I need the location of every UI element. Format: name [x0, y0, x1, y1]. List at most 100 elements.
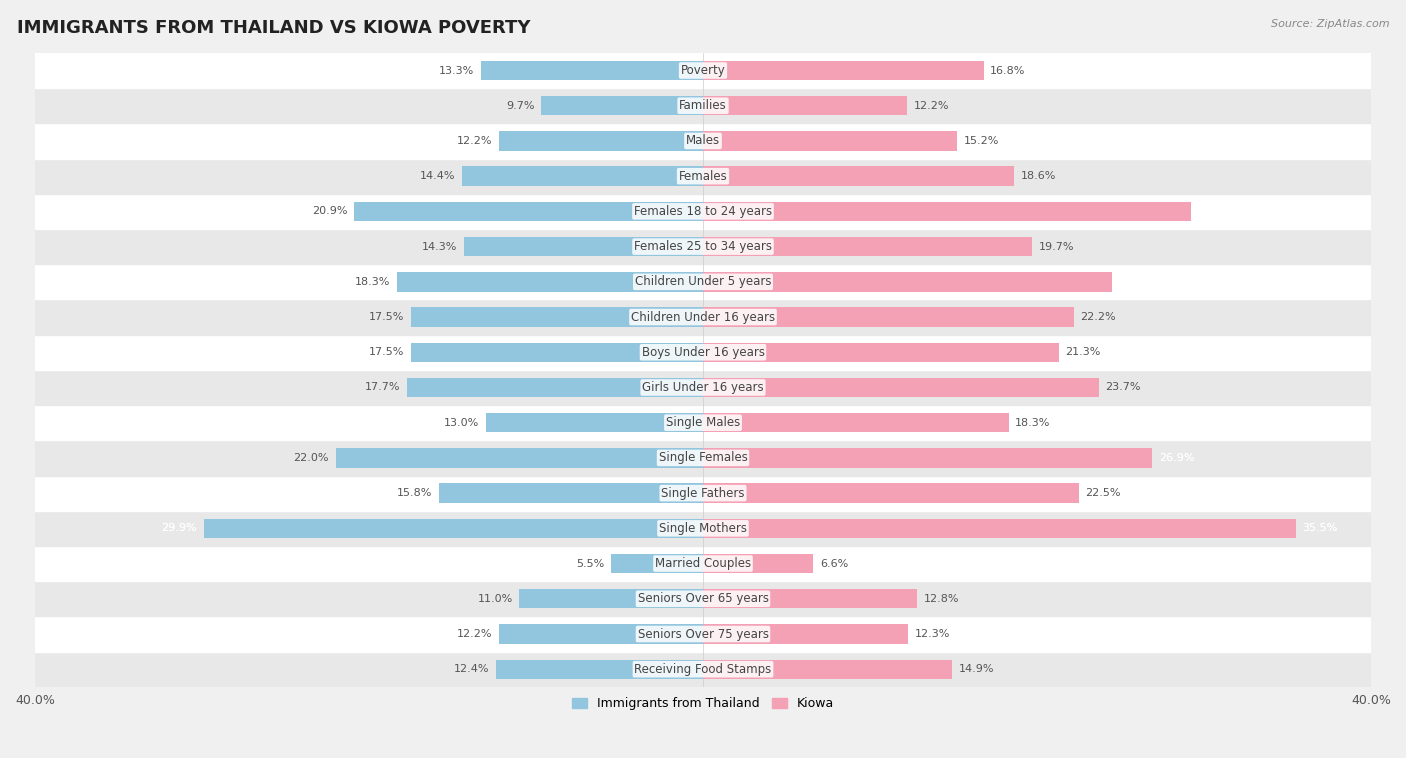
- Text: 35.5%: 35.5%: [1302, 523, 1339, 534]
- Text: Single Mothers: Single Mothers: [659, 522, 747, 535]
- Bar: [439, 484, 703, 503]
- Bar: [35, 299, 1371, 334]
- Bar: [35, 405, 1371, 440]
- Text: 18.3%: 18.3%: [356, 277, 391, 287]
- Text: 17.5%: 17.5%: [368, 312, 404, 322]
- Text: Single Fathers: Single Fathers: [661, 487, 745, 500]
- Bar: [703, 343, 1059, 362]
- Bar: [499, 131, 703, 151]
- Text: 12.8%: 12.8%: [924, 594, 959, 604]
- Bar: [703, 413, 1008, 432]
- Bar: [703, 272, 1112, 292]
- Text: Children Under 16 years: Children Under 16 years: [631, 311, 775, 324]
- Text: Receiving Food Stamps: Receiving Food Stamps: [634, 662, 772, 675]
- Bar: [703, 554, 813, 573]
- Text: 6.6%: 6.6%: [820, 559, 848, 568]
- Bar: [35, 370, 1371, 405]
- Bar: [35, 440, 1371, 475]
- Text: 24.5%: 24.5%: [1119, 277, 1154, 287]
- Text: 13.3%: 13.3%: [439, 65, 474, 76]
- Bar: [204, 518, 703, 538]
- Bar: [35, 616, 1371, 652]
- Text: 17.7%: 17.7%: [366, 383, 401, 393]
- Bar: [703, 202, 1191, 221]
- Bar: [411, 307, 703, 327]
- Bar: [35, 652, 1371, 687]
- Bar: [612, 554, 703, 573]
- Bar: [703, 61, 984, 80]
- Text: 23.7%: 23.7%: [1105, 383, 1142, 393]
- Text: Females: Females: [679, 170, 727, 183]
- Text: Females 18 to 24 years: Females 18 to 24 years: [634, 205, 772, 218]
- Text: 20.9%: 20.9%: [312, 206, 347, 216]
- Bar: [703, 659, 952, 679]
- Text: 22.2%: 22.2%: [1080, 312, 1116, 322]
- Bar: [408, 377, 703, 397]
- Bar: [703, 237, 1032, 256]
- Text: 29.2%: 29.2%: [1198, 206, 1233, 216]
- Bar: [541, 96, 703, 115]
- Text: 14.9%: 14.9%: [959, 664, 994, 674]
- Text: 29.9%: 29.9%: [162, 523, 197, 534]
- Bar: [486, 413, 703, 432]
- Bar: [481, 61, 703, 80]
- Text: 5.5%: 5.5%: [576, 559, 605, 568]
- Text: Seniors Over 75 years: Seniors Over 75 years: [637, 628, 769, 641]
- Bar: [519, 589, 703, 609]
- Text: Poverty: Poverty: [681, 64, 725, 77]
- Text: 29.2%: 29.2%: [1198, 206, 1233, 216]
- Bar: [35, 546, 1371, 581]
- Bar: [464, 237, 703, 256]
- Bar: [354, 202, 703, 221]
- Text: Single Females: Single Females: [658, 452, 748, 465]
- Bar: [496, 659, 703, 679]
- Text: Girls Under 16 years: Girls Under 16 years: [643, 381, 763, 394]
- Text: Families: Families: [679, 99, 727, 112]
- Text: 12.4%: 12.4%: [454, 664, 489, 674]
- Bar: [499, 625, 703, 644]
- Text: 15.8%: 15.8%: [396, 488, 433, 498]
- Bar: [35, 334, 1371, 370]
- Text: 16.8%: 16.8%: [990, 65, 1025, 76]
- Text: 15.2%: 15.2%: [963, 136, 998, 146]
- Text: 13.0%: 13.0%: [444, 418, 479, 428]
- Legend: Immigrants from Thailand, Kiowa: Immigrants from Thailand, Kiowa: [567, 693, 839, 716]
- Text: 21.3%: 21.3%: [1066, 347, 1101, 357]
- Text: Single Males: Single Males: [666, 416, 740, 429]
- Text: Females 25 to 34 years: Females 25 to 34 years: [634, 240, 772, 253]
- Bar: [703, 96, 907, 115]
- Text: 17.5%: 17.5%: [368, 347, 404, 357]
- Text: 22.5%: 22.5%: [1085, 488, 1121, 498]
- Text: Males: Males: [686, 134, 720, 148]
- Bar: [703, 625, 908, 644]
- Bar: [35, 581, 1371, 616]
- Text: 14.4%: 14.4%: [420, 171, 456, 181]
- Bar: [463, 167, 703, 186]
- Text: IMMIGRANTS FROM THAILAND VS KIOWA POVERTY: IMMIGRANTS FROM THAILAND VS KIOWA POVERT…: [17, 19, 530, 37]
- Bar: [411, 343, 703, 362]
- Bar: [35, 229, 1371, 265]
- Bar: [35, 194, 1371, 229]
- Bar: [703, 518, 1296, 538]
- Bar: [703, 167, 1014, 186]
- Bar: [35, 53, 1371, 88]
- Bar: [703, 484, 1078, 503]
- Text: 11.0%: 11.0%: [478, 594, 513, 604]
- Bar: [336, 448, 703, 468]
- Text: 12.2%: 12.2%: [914, 101, 949, 111]
- Bar: [35, 265, 1371, 299]
- Bar: [703, 377, 1099, 397]
- Bar: [703, 307, 1074, 327]
- Bar: [703, 448, 1153, 468]
- Text: Children Under 5 years: Children Under 5 years: [634, 275, 772, 288]
- Text: 26.9%: 26.9%: [1159, 453, 1195, 463]
- Text: Married Couples: Married Couples: [655, 557, 751, 570]
- Text: 12.2%: 12.2%: [457, 629, 492, 639]
- Bar: [703, 131, 957, 151]
- Text: 14.3%: 14.3%: [422, 242, 457, 252]
- Bar: [35, 88, 1371, 124]
- Bar: [35, 158, 1371, 194]
- Text: Source: ZipAtlas.com: Source: ZipAtlas.com: [1271, 19, 1389, 29]
- Text: Boys Under 16 years: Boys Under 16 years: [641, 346, 765, 359]
- Text: 35.5%: 35.5%: [1302, 523, 1339, 534]
